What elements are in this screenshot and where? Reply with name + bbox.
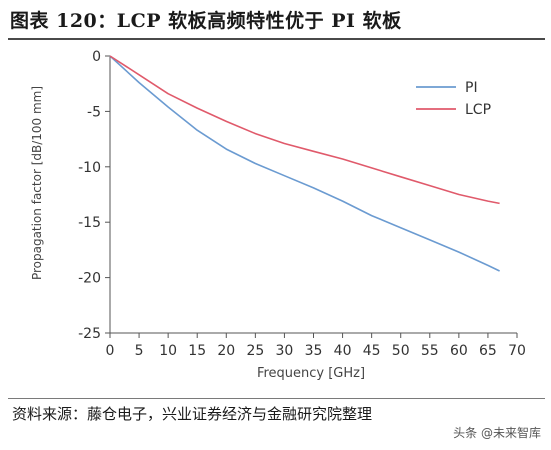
y-tick-label: -20: [78, 271, 101, 287]
x-tick-labels: 0 5 10 15 20 25 30 35 40 45 50 55 60 65 70: [106, 343, 526, 359]
y-tick-label: -5: [87, 104, 101, 120]
chart-axes: [105, 55, 518, 338]
chart-legend: PI LCP: [416, 80, 491, 118]
line-chart: 0 -5 -10 -15 -20 -25 0 5 10 15 20 25 30 35 40 45 50 55 60…: [30, 49, 526, 381]
y-tick-label: -15: [78, 215, 101, 231]
x-tick-label: 40: [334, 343, 352, 359]
x-tick-label: 55: [421, 343, 439, 359]
watermark: 头条 @未来智库: [453, 426, 541, 440]
x-tick-label: 0: [106, 343, 115, 359]
legend-label-lcp: LCP: [465, 102, 491, 118]
x-axis-label: Frequency [GHz]: [257, 366, 365, 381]
y-tick-labels: 0 -5 -10 -15 -20 -25: [78, 49, 101, 342]
source-divider: [8, 398, 545, 399]
x-tick-label: 50: [392, 343, 410, 359]
x-tick-label: 10: [159, 343, 177, 359]
x-tick-label: 70: [508, 343, 526, 359]
y-tick-label: 0: [92, 49, 101, 65]
x-tick-label: 60: [450, 343, 468, 359]
title-divider: [8, 38, 545, 40]
y-axis-label: Propagation factor [dB/100 mm]: [30, 86, 44, 280]
chart-series: [109, 55, 500, 272]
series-line-lcp: [109, 55, 500, 205]
x-tick-label: 30: [276, 343, 294, 359]
x-tick-label: 15: [188, 343, 206, 359]
x-tick-label: 35: [305, 343, 323, 359]
source-note: 资料来源：藤仓电子，兴业证券经济与金融研究院整理: [12, 405, 373, 423]
x-tick-label: 45: [363, 343, 381, 359]
x-tick-label: 65: [479, 343, 497, 359]
series-line-pi: [109, 55, 500, 272]
y-tick-label: -25: [78, 326, 101, 342]
x-tick-label: 5: [135, 343, 144, 359]
x-tick-label: 20: [217, 343, 235, 359]
x-tick-label: 25: [246, 343, 264, 359]
y-tick-label: -10: [78, 160, 101, 176]
figure-title: 图表 120：LCP 软板高频特性优于 PI 软板: [10, 10, 402, 32]
legend-label-pi: PI: [465, 80, 478, 96]
